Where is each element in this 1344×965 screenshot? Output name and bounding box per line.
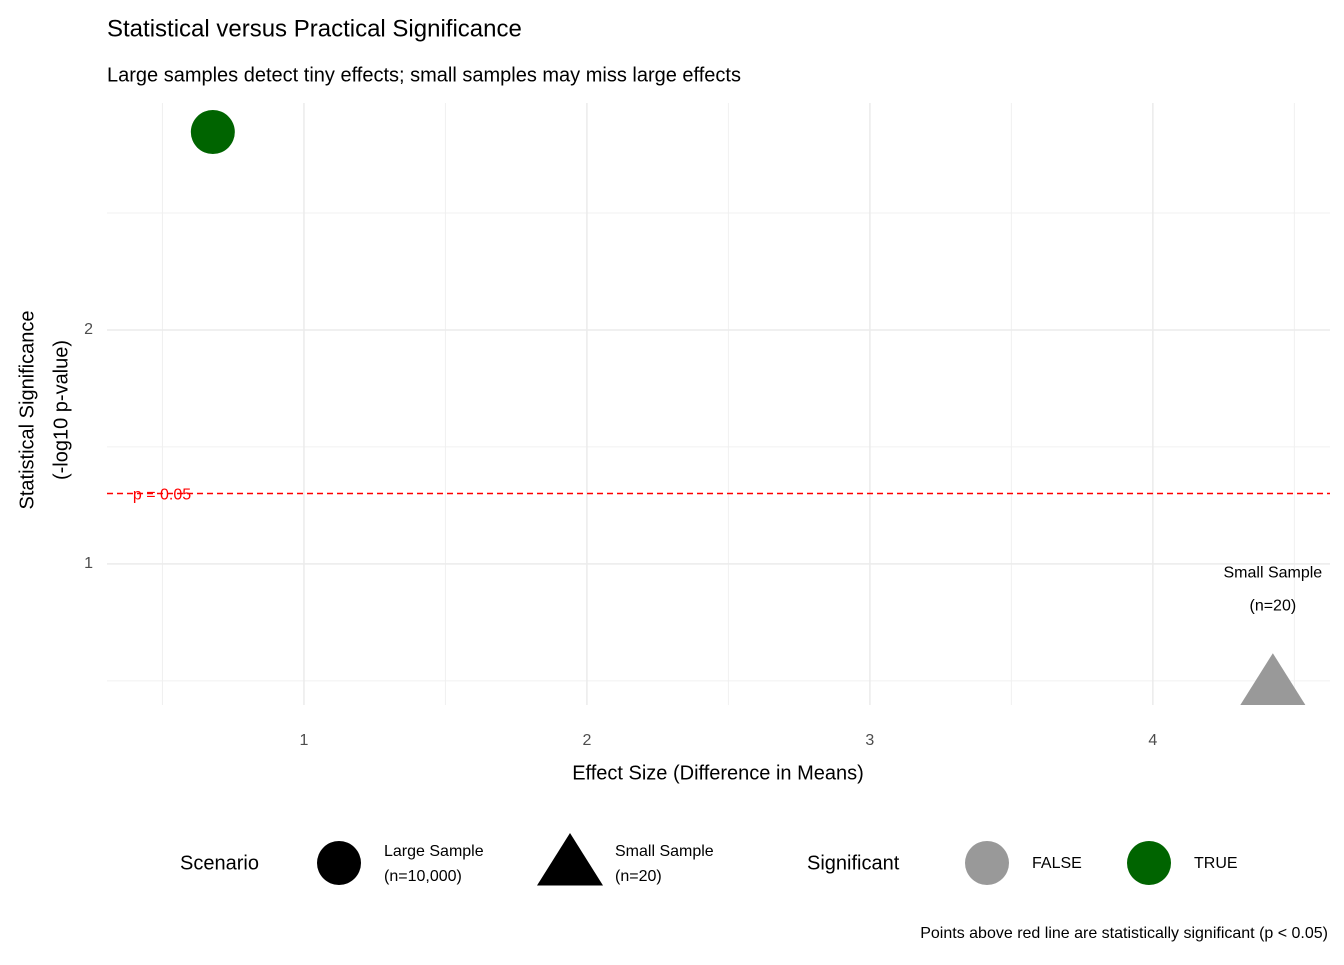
y-tick-label: 1 <box>84 555 93 572</box>
triangle-marker <box>537 833 603 886</box>
legend-label: TRUE <box>1194 855 1238 872</box>
chart-title: Statistical versus Practical Significanc… <box>107 15 522 42</box>
x-tick-label: 2 <box>582 732 591 749</box>
x-tick-label: 1 <box>299 732 308 749</box>
reference-label: p = 0.05 <box>133 487 191 504</box>
caption: Points above red line are statistically … <box>920 925 1328 942</box>
point-annotation: Small Sample <box>1223 564 1322 581</box>
y-axis-title: (-log10 p-value) <box>50 340 72 480</box>
chart-subtitle: Large samples detect tiny effects; small… <box>107 64 741 86</box>
legend-swatch <box>1127 841 1171 885</box>
data-point <box>1240 653 1306 705</box>
y-axis-title: Statistical Significance <box>16 311 38 510</box>
circle-marker <box>317 841 361 885</box>
legend-label: Large Sample <box>384 843 484 860</box>
x-tick-label: 3 <box>865 732 874 749</box>
data-point <box>190 110 235 155</box>
x-axis-title: Effect Size (Difference in Means) <box>572 762 864 784</box>
legend-swatch <box>965 841 1009 885</box>
legend-label: Small Sample <box>615 843 714 860</box>
y-tick-label: 2 <box>84 321 93 338</box>
point-annotation: (n=20) <box>1249 597 1296 614</box>
legend-label: (n=20) <box>615 868 662 885</box>
legend-title: Scenario <box>180 852 259 874</box>
legend-label: FALSE <box>1032 855 1082 872</box>
legend-title: Significant <box>807 852 900 874</box>
legend-label: (n=10,000) <box>384 868 462 885</box>
x-tick-label: 4 <box>1148 732 1157 749</box>
